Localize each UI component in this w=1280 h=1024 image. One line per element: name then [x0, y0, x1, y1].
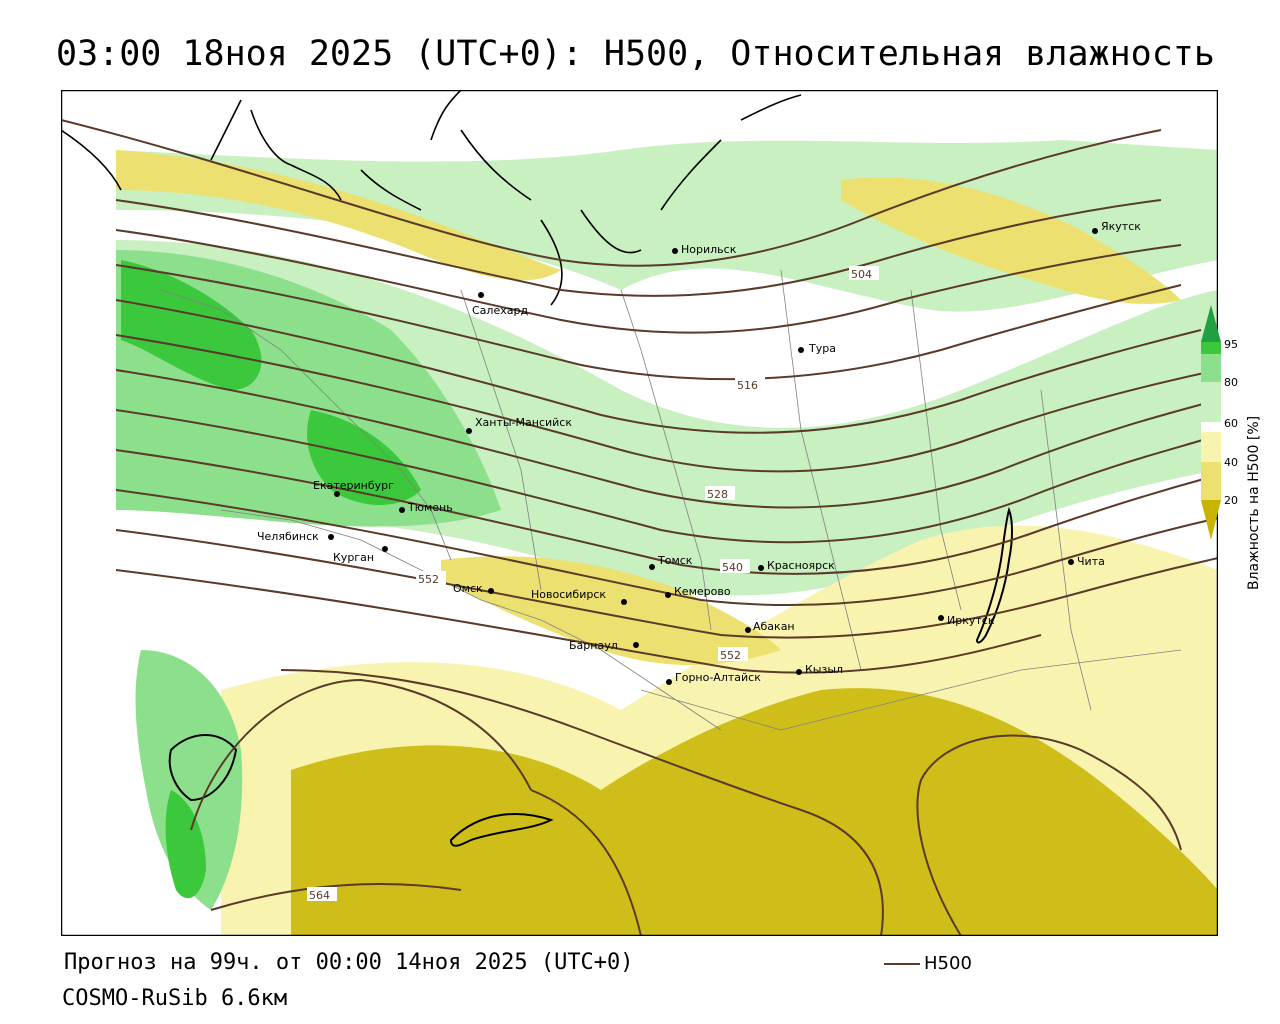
isohypse-label: 564 — [309, 889, 330, 902]
colorbar-cap-bottom — [1201, 500, 1221, 540]
isohypses — [61, 119, 1218, 936]
svg-text:Кемерово: Кемерово — [674, 585, 731, 598]
svg-text:Тура: Тура — [808, 342, 836, 355]
lake-balkhash — [449, 813, 554, 847]
city-salekhard: Салехард — [472, 292, 528, 317]
colorbar-tick: 95 — [1224, 338, 1238, 351]
city-tura: Тура — [798, 342, 836, 355]
svg-text:Красноярск: Красноярск — [767, 559, 835, 572]
humidity-field — [116, 140, 1218, 936]
city-novosibirsk: Новосибирск — [531, 588, 627, 605]
colorbar-band-20 — [1201, 462, 1221, 500]
city-gorno-altaysk: Горно-Алтайск — [666, 671, 761, 685]
model-info: COSMO-RuSib 6.6км — [62, 986, 288, 1011]
very-dry-area-south — [291, 688, 1218, 936]
city-chita: Чита — [1068, 555, 1105, 568]
svg-text:Салехард: Салехард — [472, 304, 528, 317]
svg-text:Чита: Чита — [1077, 555, 1105, 568]
city-omsk: Омск — [453, 582, 494, 595]
svg-text:Томск: Томск — [657, 554, 693, 567]
colorbar-band-80 — [1201, 354, 1221, 382]
isohypse-label: 552 — [418, 573, 439, 586]
city-krasnoyarsk: Красноярск — [758, 559, 835, 572]
svg-text:Новосибирск: Новосибирск — [531, 588, 606, 601]
h500-legend: H500 — [884, 953, 972, 974]
colorbar-title: Влажность на H500 [%] — [1246, 415, 1262, 590]
forecast-info: Прогноз на 99ч. от 00:00 14ноя 2025 (UTC… — [64, 950, 634, 975]
colorbar-tick: 80 — [1224, 376, 1238, 389]
svg-text:Екатеринбург: Екатеринбург — [313, 479, 394, 492]
city-yakutsk: Якутск — [1092, 220, 1141, 234]
svg-text:Кызыл: Кызыл — [805, 663, 843, 676]
svg-text:Якутск: Якутск — [1101, 220, 1141, 233]
svg-text:Тюмень: Тюмень — [407, 501, 453, 514]
map-title: 03:00 18ноя 2025 (UTC+0): H500, Относите… — [56, 34, 1215, 74]
colorbar-band-40 — [1201, 432, 1221, 462]
colorbar-tick: 40 — [1224, 456, 1238, 469]
svg-text:Абакан: Абакан — [753, 620, 795, 633]
isohypse-labels: 504 516 528 540 552 552 564 — [307, 266, 879, 902]
very-wet-area-west — [121, 260, 262, 390]
colorbar-band-95 — [1201, 342, 1221, 354]
colorbar-band-60 — [1201, 382, 1221, 422]
svg-text:Челябинск: Челябинск — [257, 530, 319, 543]
weather-map: 504 516 528 540 552 552 564 Якутск Норил… — [61, 90, 1218, 936]
wet-area-southwest — [135, 650, 243, 910]
svg-text:Иркутск: Иркутск — [947, 614, 995, 627]
city-tomsk: Томск — [649, 554, 693, 570]
isohypse-label: 552 — [720, 649, 741, 662]
city-kemerovo: Кемерово — [665, 585, 731, 598]
isohypse-label: 504 — [851, 268, 872, 281]
city-abakan: Абакан — [745, 620, 795, 633]
h500-legend-swatch — [884, 963, 920, 965]
city-barnaul: Барнаул — [569, 639, 639, 652]
svg-text:Курган: Курган — [333, 551, 374, 564]
svg-text:Горно-Алтайск: Горно-Алтайск — [675, 671, 761, 684]
svg-text:Норильск: Норильск — [681, 243, 737, 256]
lake-baikal — [975, 506, 1013, 644]
city-markers: Якутск Норильск Салехард Тура Ханты-Манс… — [257, 220, 1141, 685]
city-tyumen: Тюмень — [399, 501, 453, 514]
colorbar-cap-top — [1201, 305, 1221, 342]
city-kurgan: Курган — [333, 546, 388, 564]
coastlines — [61, 90, 1013, 847]
city-chelyabinsk: Челябинск — [257, 530, 334, 543]
h500-legend-label: H500 — [924, 953, 972, 974]
aral-sea — [168, 734, 238, 802]
isohypse-label: 540 — [722, 561, 743, 574]
isohypse-label: 516 — [737, 379, 758, 392]
colorbar-tick: 60 — [1224, 417, 1238, 430]
city-khanty-mansiysk: Ханты-Мансийск — [466, 416, 572, 434]
isohypse-label: 528 — [707, 488, 728, 501]
very-wet-area-southwest — [165, 790, 206, 899]
very-wet-area-ural — [307, 410, 421, 505]
dry-area-yakutia — [841, 177, 1181, 304]
city-norilsk: Норильск — [672, 243, 737, 256]
city-kyzyl: Кызыл — [796, 663, 843, 676]
city-irkutsk: Иркутск — [938, 614, 995, 627]
svg-text:Барнаул: Барнаул — [569, 639, 618, 652]
colorbar-tick: 20 — [1224, 494, 1238, 507]
svg-text:Ханты-Мансийск: Ханты-Мансийск — [475, 416, 572, 429]
dry-area-mid — [441, 556, 781, 665]
dry-belt-north — [116, 150, 561, 281]
humidity-colorbar: 95 80 60 40 20 — [1201, 305, 1238, 540]
svg-text:Омск: Омск — [453, 582, 483, 595]
colorbar-band-50 — [1201, 422, 1221, 432]
city-yekaterinburg: Екатеринбург — [313, 479, 394, 497]
